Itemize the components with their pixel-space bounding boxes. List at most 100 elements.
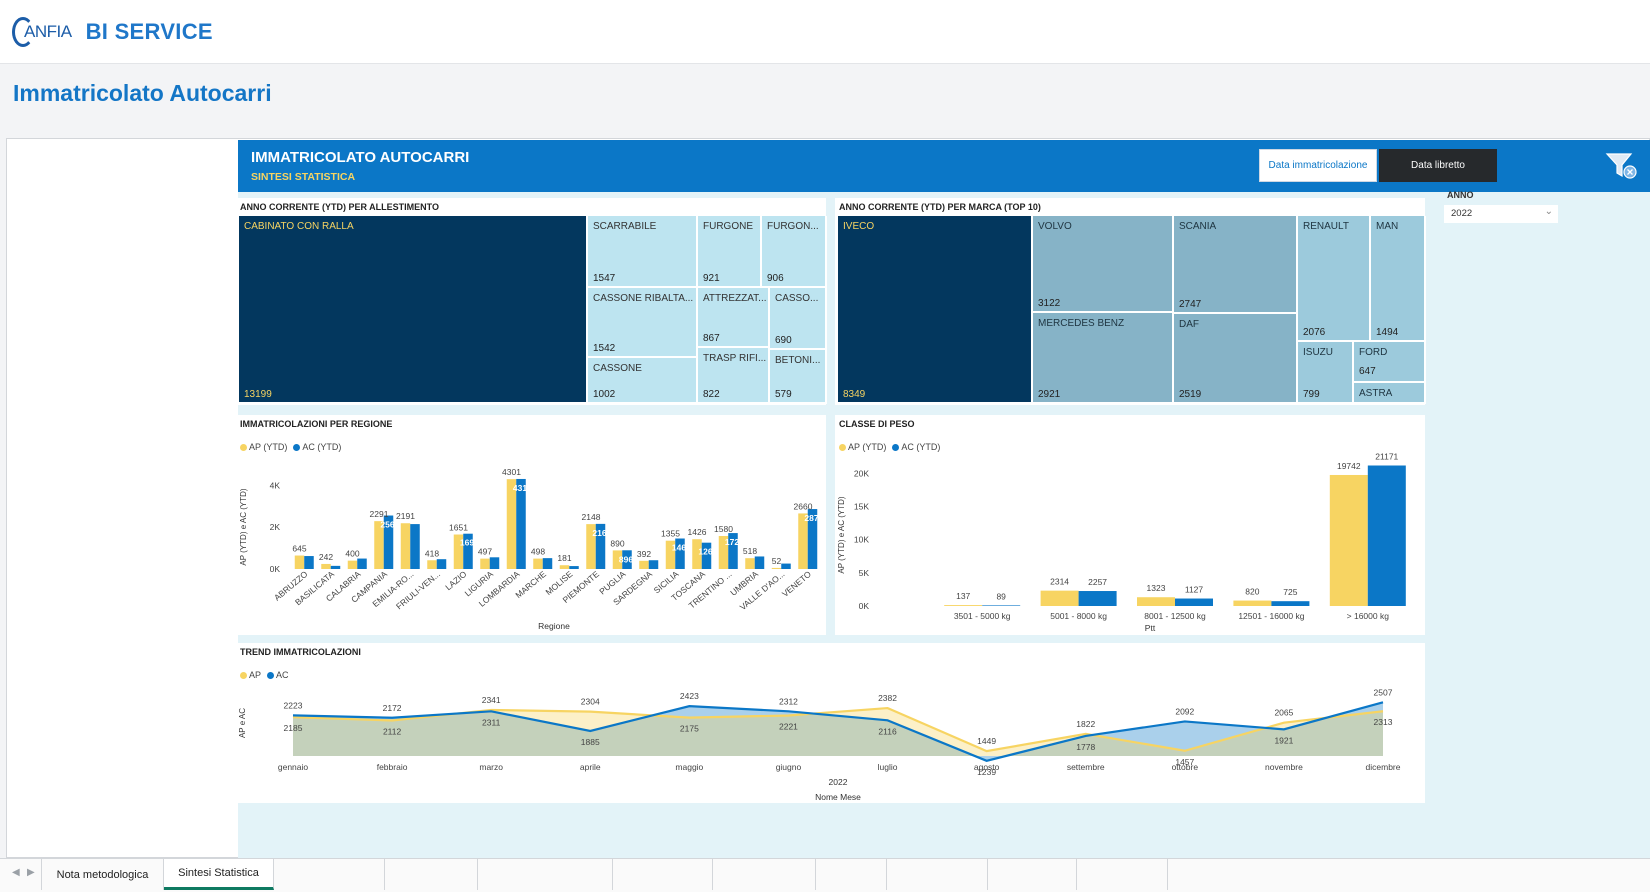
data-libretto-button[interactable]: Data libretto	[1379, 149, 1497, 182]
data-label-ac: 146	[672, 543, 686, 553]
y-axis-title: AP (YTD) e AC (YTD)	[239, 488, 248, 566]
treemap-tile[interactable]: VOLVO 3122	[1033, 216, 1174, 313]
y-tick-label: 2K	[270, 522, 281, 532]
data-label-ap: 1651	[449, 523, 468, 533]
treemap-tile-value: 1002	[593, 389, 616, 400]
bar-ap	[506, 479, 517, 569]
treemap-tile-label: VOLVO	[1038, 221, 1072, 232]
x-tick-label: marzo	[479, 762, 503, 772]
treemap-tile-label: ISUZU	[1303, 347, 1333, 358]
report-title: IMMATRICOLATO AUTOCARRI	[251, 149, 470, 166]
data-label-ap: 2175	[680, 724, 699, 734]
legend-item-ac[interactable]: AC (YTD)	[293, 442, 341, 452]
treemap-tile[interactable]: ATTREZZAT... 867	[698, 288, 770, 348]
x-tick-label: ottobre	[1172, 762, 1199, 772]
tab-sintesi-statistica[interactable]: Sintesi Statistica	[164, 859, 274, 890]
data-label-ap: 52	[772, 556, 782, 566]
legend-ac-label: AC (YTD)	[901, 442, 941, 452]
legend-ac-label: AC (YTD)	[302, 442, 342, 452]
data-label-ac: 1921	[1274, 735, 1293, 745]
bar-ap	[612, 550, 623, 569]
data-label-ap: 2148	[582, 512, 601, 522]
treemap-marca-card: ANNO CORRENTE (YTD) PER MARCA (TOP 10) I…	[835, 198, 1426, 405]
peso-legend: AP (YTD) AC (YTD)	[839, 442, 940, 452]
legend-item-ac[interactable]: AC	[267, 670, 289, 680]
legend-item-ac[interactable]: AC (YTD)	[892, 442, 940, 452]
legend-ap-label: AP (YTD)	[249, 442, 288, 452]
data-label-ac: 2257	[1088, 577, 1107, 587]
bar-ap	[1329, 474, 1368, 606]
treemap-tile-value: 579	[775, 389, 792, 400]
bar-ac	[516, 478, 526, 569]
treemap-tile[interactable]: IVECO 8349	[838, 216, 1033, 404]
treemap-tile[interactable]: SCANIA 2747	[1174, 216, 1298, 314]
bar-ac	[463, 533, 473, 569]
tab-nota-metodologica[interactable]: Nota metodologica	[41, 859, 164, 890]
bar-ap	[944, 605, 983, 606]
data-label-ap: 498	[531, 547, 545, 557]
treemap-tile[interactable]: CASSONE 1002	[588, 358, 698, 404]
treemap-tile-label: FURGON...	[767, 221, 819, 232]
page-tab-bar: ◀ ▶ Nota metodologica Sintesi Statistica	[0, 858, 1650, 892]
legend-item-ap[interactable]: AP (YTD)	[839, 442, 886, 452]
legend-item-ap[interactable]: AP	[240, 670, 261, 680]
x-tick-label: > 16000 kg	[1347, 611, 1390, 621]
area-ac	[293, 702, 1383, 761]
data-label-ap: 2660	[794, 501, 813, 511]
tab-slot-empty	[613, 859, 713, 890]
regione-chart-title: IMMATRICOLAZIONI PER REGIONE	[240, 419, 393, 429]
data-label-ac: 725	[1283, 587, 1297, 597]
y-axis-title: AP e AC	[238, 708, 247, 738]
anno-dropdown[interactable]: 2022 ⌄	[1444, 205, 1558, 223]
treemap-tile[interactable]: CASSO... 690	[770, 288, 827, 350]
bar-ac	[383, 515, 394, 569]
treemap-tile-value: 2921	[1038, 389, 1061, 400]
legend-ap-label: AP (YTD)	[848, 442, 887, 452]
treemap-tile-label: IVECO	[843, 221, 875, 232]
treemap-tile-value: 2519	[1179, 389, 1202, 400]
bar-ac	[595, 523, 606, 569]
line-ac	[292, 701, 1384, 762]
trend-chart-card: TREND IMMATRICOLAZIONI AP AC 2223 2185 gen…	[238, 643, 1425, 803]
bar-ac	[1367, 465, 1406, 606]
data-label-ap: 820	[1245, 587, 1259, 597]
data-label-ac: 126	[698, 547, 712, 557]
treemap-tile[interactable]: CABINATO CON RALLA 13199	[239, 216, 588, 404]
bar-ap	[718, 535, 729, 569]
treemap-tile-value: 1494	[1376, 327, 1399, 338]
treemap-tile[interactable]: MERCEDES BENZ 2921	[1033, 313, 1174, 404]
anfia-logo[interactable]: ANFIA BI SERVICE	[12, 12, 213, 52]
data-label-ac: 287	[804, 513, 818, 523]
treemap-tile[interactable]: FORD 647	[1354, 342, 1426, 383]
treemap-tile[interactable]: SCARRABILE 1547	[588, 216, 698, 288]
bar-ap	[665, 540, 676, 569]
treemap-tile[interactable]: TRASP RIFI... 822	[698, 348, 770, 404]
treemap-tile-value: 3122	[1038, 298, 1061, 309]
data-label-ac: 2172	[383, 703, 402, 713]
treemap-tile[interactable]: MAN 1494	[1371, 216, 1426, 342]
treemap-tile[interactable]: BETONI... 579	[770, 350, 827, 404]
tab-prev-arrow-icon[interactable]: ◀	[12, 867, 20, 878]
tab-next-arrow-icon[interactable]: ▶	[27, 867, 35, 878]
treemap-tile[interactable]: FURGONE 921	[698, 216, 762, 288]
legend-item-ap[interactable]: AP (YTD)	[240, 442, 287, 452]
peso-chart-title: CLASSE DI PESO	[839, 419, 915, 429]
bar-ap	[1040, 590, 1079, 606]
bar-ac	[542, 558, 553, 569]
data-immatricolazione-button[interactable]: Data immatricolazione	[1259, 149, 1377, 182]
treemap-tile[interactable]: DAF 2519	[1174, 314, 1298, 404]
treemap-tile[interactable]: ASTRA	[1354, 383, 1426, 404]
treemap-tile[interactable]: ISUZU 799	[1298, 342, 1354, 404]
data-label-ap: 645	[292, 544, 306, 554]
treemap-tile-value: 2076	[1303, 327, 1326, 338]
data-label-ac: 21171	[1375, 452, 1398, 462]
data-label-ac: 431	[513, 483, 527, 493]
clear-filter-icon[interactable]	[1605, 150, 1639, 182]
treemap-tile[interactable]: RENAULT 2076	[1298, 216, 1371, 342]
bar-ac	[648, 560, 659, 569]
treemap-tile[interactable]: CASSONE RIBALTA... 1542	[588, 288, 698, 358]
bar-ap	[745, 558, 755, 569]
data-label-ac: 2223	[284, 700, 303, 710]
treemap-tile[interactable]: FURGON... 906	[762, 216, 827, 288]
treemap-tile-label: MERCEDES BENZ	[1038, 318, 1125, 329]
